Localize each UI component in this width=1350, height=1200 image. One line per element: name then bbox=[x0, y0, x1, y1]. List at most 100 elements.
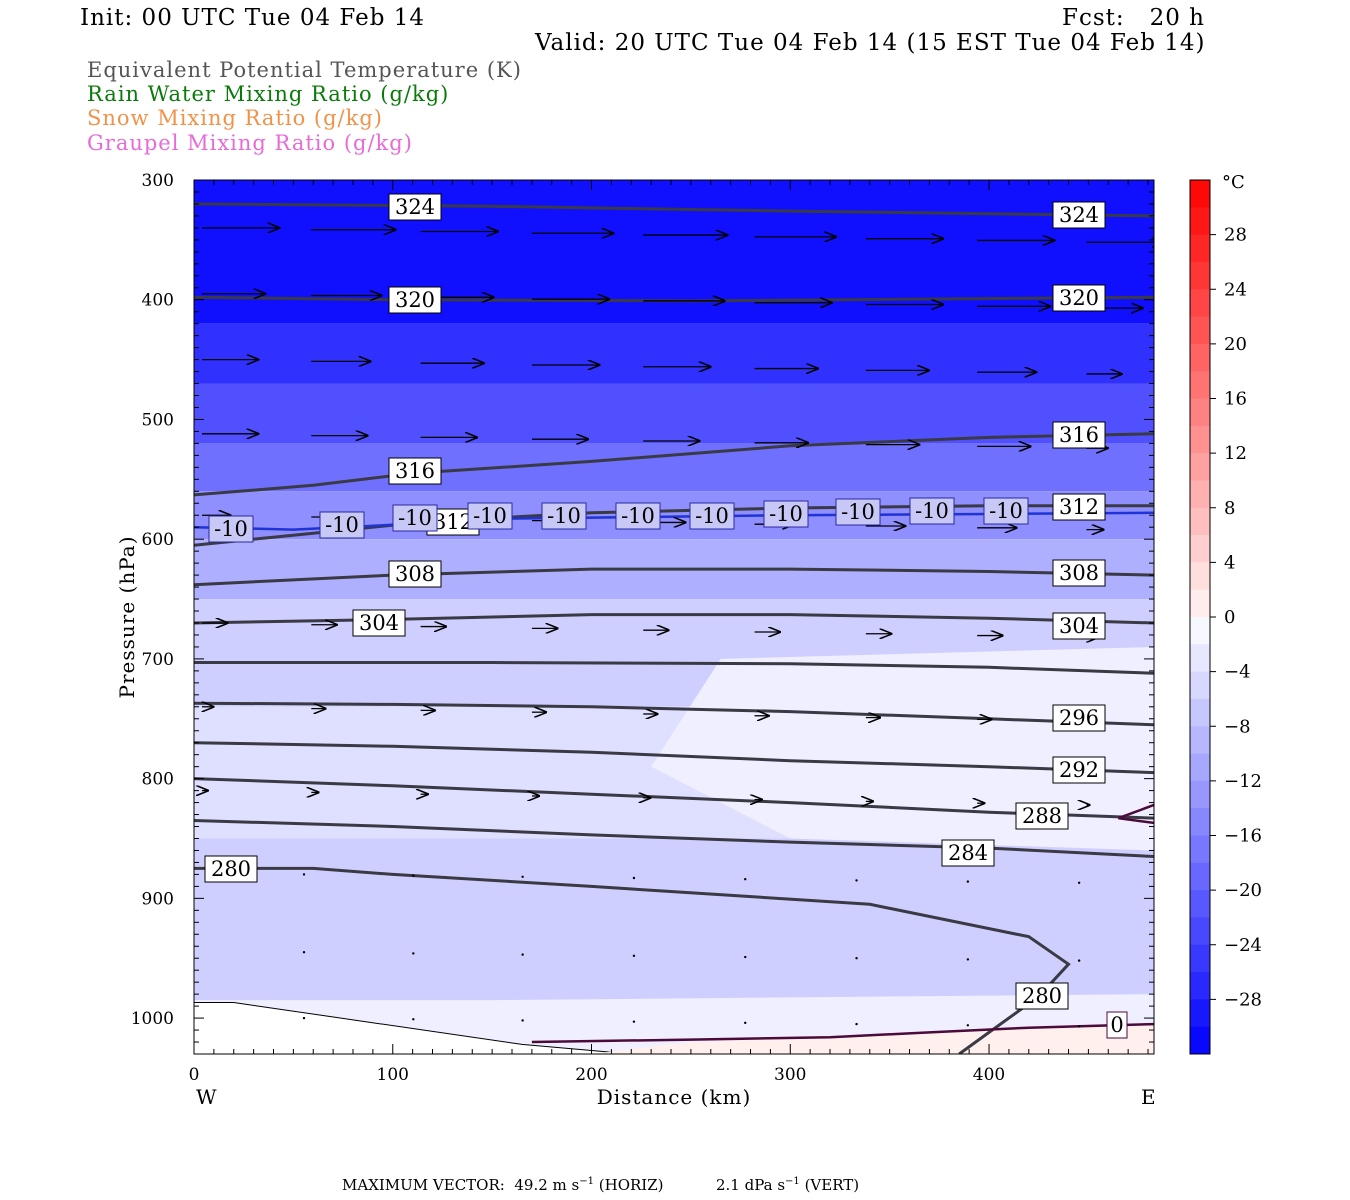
y-tick-label: 300 bbox=[142, 171, 174, 191]
colorbar-swatch bbox=[1190, 207, 1210, 236]
colorbar-swatch bbox=[1190, 562, 1210, 591]
wind-vector-dot bbox=[966, 880, 970, 883]
contour-label-box bbox=[388, 560, 442, 588]
colorbar-swatch bbox=[1190, 671, 1210, 700]
y-tick-label: 500 bbox=[142, 410, 174, 430]
colorbar-swatch bbox=[1190, 1026, 1210, 1055]
colorbar-swatch bbox=[1190, 398, 1210, 427]
theta-e-320 bbox=[194, 295, 1154, 303]
temp-minus10-label: -10 bbox=[909, 497, 955, 525]
wind-vector-dot bbox=[302, 1016, 306, 1020]
vert-value: 2.1 dPa s bbox=[715, 1176, 786, 1194]
contour-label-box bbox=[835, 498, 881, 526]
wind-vector-dot bbox=[412, 952, 415, 955]
wind-vector-dot bbox=[412, 1018, 415, 1021]
wind-vector-dot bbox=[632, 1020, 636, 1023]
contour-label-text: 304 bbox=[359, 611, 399, 635]
theta-e-300 bbox=[194, 661, 1154, 675]
wind-vector-dot bbox=[855, 1022, 858, 1026]
colorbar-swatch bbox=[1190, 644, 1210, 673]
contour-label-box bbox=[1052, 612, 1106, 640]
horiz-unit: (HORIZ) bbox=[598, 1176, 664, 1194]
colorbar-swatch bbox=[1190, 862, 1210, 891]
wind-vector-dot bbox=[855, 957, 858, 960]
temp-band bbox=[194, 443, 1154, 492]
max-vector-footer: MAXIMUM VECTOR: 49.2 m s−1 (HORIZ) 2.1 d… bbox=[342, 1176, 859, 1194]
contour-label-box bbox=[392, 504, 438, 532]
valid-time: Valid: 20 UTC Tue 04 Feb 14 (15 EST Tue … bbox=[535, 30, 1206, 56]
colorbar-swatch bbox=[1190, 890, 1210, 918]
legend-snow: Snow Mixing Ratio (g/kg) bbox=[87, 106, 383, 130]
contour-label-box bbox=[909, 497, 955, 525]
wind-vector-dot bbox=[1187, 883, 1189, 885]
colorbar-swatch bbox=[1190, 753, 1210, 782]
y-tick-label: 400 bbox=[142, 291, 174, 311]
contour-label-box bbox=[1052, 493, 1106, 521]
contour-label-text: -10 bbox=[695, 504, 729, 528]
temp-minus10-label: -10 bbox=[763, 500, 809, 528]
colorbar-tick-label: −28 bbox=[1224, 989, 1262, 1010]
contour-label-box bbox=[1052, 704, 1106, 732]
x-tick-label: 400 bbox=[973, 1065, 1005, 1085]
colorbar-swatch bbox=[1190, 316, 1210, 345]
contour-label-box bbox=[1052, 756, 1106, 784]
colorbar-swatch bbox=[1190, 425, 1210, 454]
forecast-hour: Fcst: 20 h bbox=[1062, 5, 1205, 31]
y-tick-label: 700 bbox=[142, 650, 174, 670]
temp-minus10-label: -10 bbox=[319, 511, 365, 539]
cross-section-chart: 324 324 320 320 316 316 312 312 308 308 304 304 296 2… bbox=[115, 171, 1262, 1109]
theta-e-316 bbox=[194, 432, 1154, 497]
contour-label-text: 308 bbox=[395, 562, 435, 586]
terrain bbox=[194, 1002, 632, 1054]
theta-e-label-292: 292 bbox=[1052, 756, 1106, 784]
colorbar-swatch bbox=[1190, 589, 1210, 618]
wind-vector-dot bbox=[855, 879, 858, 882]
init-time: Init: 00 UTC Tue 04 Feb 14 bbox=[80, 5, 426, 31]
colorbar-swatch bbox=[1190, 726, 1210, 755]
legend-theta-e: Equivalent Potential Temperature (K) bbox=[87, 58, 522, 82]
contour-label-box bbox=[1015, 802, 1069, 830]
theta-e-label-312: 312 bbox=[1052, 493, 1106, 521]
colorbar-swatch bbox=[1190, 835, 1210, 864]
wind-vector-dot bbox=[966, 1024, 970, 1027]
footer-label: MAXIMUM VECTOR: bbox=[342, 1176, 505, 1194]
contour-label-box bbox=[388, 457, 442, 485]
x-tick-label: 100 bbox=[377, 1065, 409, 1085]
colorbar-swatch bbox=[1190, 780, 1210, 809]
colorbar-tick-label: 24 bbox=[1224, 279, 1247, 300]
theta-e-label-288: 288 bbox=[1015, 802, 1069, 830]
theta-e-292 bbox=[194, 741, 1154, 775]
legend-rain-water: Rain Water Mixing Ratio (g/kg) bbox=[87, 82, 450, 106]
contour-label-box bbox=[388, 193, 442, 221]
y-axis: 300 400 500 600 700 800 900 1000 bbox=[131, 171, 1154, 1055]
contour-label-text: -10 bbox=[398, 506, 432, 530]
contour-label-text: -10 bbox=[621, 504, 655, 528]
horiz-exp: −1 bbox=[579, 1176, 594, 1187]
contour-label-box bbox=[689, 502, 735, 530]
colorbar-swatch bbox=[1190, 289, 1210, 318]
contour-label-text: -10 bbox=[214, 517, 248, 541]
wind-vector-dot bbox=[1187, 961, 1189, 963]
colorbar-tick-label: 28 bbox=[1224, 225, 1247, 246]
theta-e-308 bbox=[194, 567, 1154, 587]
wind-vector-dot bbox=[1077, 959, 1081, 962]
contour-label-text: 312 bbox=[433, 510, 473, 534]
wind-vector-dot bbox=[1077, 1025, 1081, 1028]
theta-e-label-324: 324 bbox=[388, 193, 442, 221]
legend-graupel: Graupel Mixing Ratio (g/kg) bbox=[87, 131, 413, 155]
colorbar-tick-label: −4 bbox=[1224, 662, 1251, 683]
theta-e-label-280: 280 bbox=[1015, 982, 1069, 1010]
colorbar-swatch bbox=[1190, 698, 1210, 727]
wind-vector-dot bbox=[744, 955, 747, 959]
temp-band bbox=[194, 323, 1154, 384]
contour-label-box bbox=[541, 502, 587, 530]
temp-zero-label: 0 bbox=[1106, 1011, 1128, 1039]
contour-label-text: 296 bbox=[1059, 706, 1099, 730]
above-freezing-fill bbox=[591, 1024, 1154, 1054]
wind-vector-dot bbox=[632, 876, 636, 880]
theta-e-label-316: 316 bbox=[1052, 421, 1106, 449]
colorbar-swatch bbox=[1190, 617, 1210, 645]
colorbar-swatch bbox=[1190, 371, 1210, 399]
temperature-fill bbox=[194, 180, 1154, 1054]
colorbar-swatch bbox=[1190, 234, 1210, 263]
